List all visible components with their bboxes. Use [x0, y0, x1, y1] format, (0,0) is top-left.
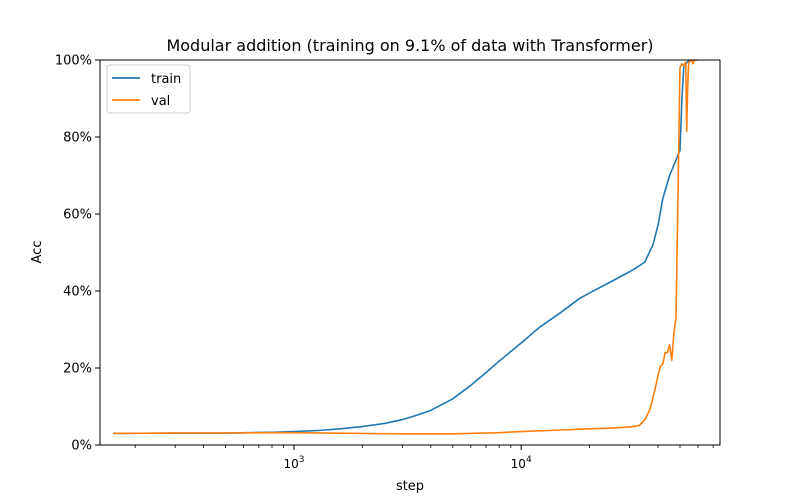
legend: train val [106, 64, 191, 114]
series-line-train [113, 60, 698, 435]
y-tick-label: 100% [55, 54, 92, 69]
x-axis-label: step [396, 479, 424, 494]
y-axis-label: Acc [30, 241, 45, 264]
y-tick-label: 0% [71, 439, 92, 454]
y-tick-label: 60% [63, 208, 92, 223]
legend-box [106, 64, 191, 114]
y-axis: 0% 20% 40% 60% 80% 100% [55, 54, 100, 454]
plot-frame [99, 59, 721, 446]
series-line-val [113, 60, 698, 435]
x-tick-label-base: 10 [283, 457, 298, 471]
legend-label-train: train [151, 72, 181, 87]
y-tick-label: 20% [63, 362, 92, 377]
x-tick-label: 103 [283, 455, 304, 471]
series-layer [113, 60, 698, 435]
x-tick-label-base: 10 [511, 457, 526, 471]
x-axis: 103 104 [134, 445, 714, 471]
legend-label-val: val [151, 94, 170, 109]
y-tick-label: 40% [63, 285, 92, 300]
x-tick-label: 104 [511, 455, 532, 471]
y-tick-label: 80% [63, 131, 92, 146]
x-tick-label-exponent: 3 [299, 455, 305, 465]
x-tick-label-exponent: 4 [526, 455, 532, 465]
chart-title: Modular addition (training on 9.1% of da… [166, 36, 653, 55]
